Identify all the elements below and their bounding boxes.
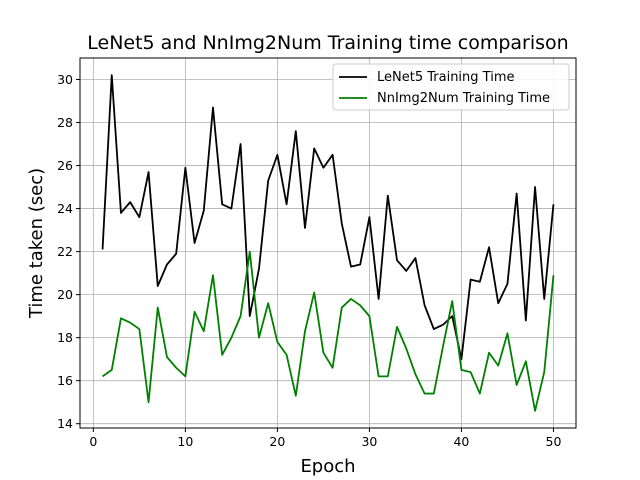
legend-box (332, 63, 570, 111)
y-tick-label: 18 (57, 330, 73, 345)
x-axis-label: Epoch (300, 456, 355, 477)
y-tick-label: 24 (57, 201, 73, 216)
plot-frame (79, 57, 577, 429)
y-tick-label: 16 (57, 373, 73, 388)
series-line-nnimg2num (102, 250, 555, 412)
y-axis-label: Time taken (sec) (26, 168, 47, 319)
series-layer (101, 74, 555, 412)
x-tick-label: 40 (453, 434, 469, 449)
y-tick-label: 20 (57, 287, 73, 302)
x-tick-label: 50 (546, 434, 562, 449)
legend: LeNet5 Training Time NnImg2Num Training … (332, 63, 570, 111)
legend-label-lenet5: LeNet5 Training Time (377, 70, 514, 85)
series-line-lenet5 (101, 74, 555, 361)
y-tick-label: 22 (57, 244, 73, 259)
x-tick-label: 30 (361, 434, 377, 449)
x-tick-label: 0 (89, 434, 97, 449)
y-axis: 14 16 18 20 22 24 26 28 30 (57, 72, 80, 431)
y-tick-label: 30 (57, 72, 73, 87)
chart-title: LeNet5 and NnImg2Num Training time compa… (87, 32, 568, 54)
x-tick-label: 10 (177, 434, 193, 449)
y-tick-label: 28 (57, 115, 73, 130)
x-tick-label: 20 (269, 434, 285, 449)
legend-label-nnimg2num: NnImg2Num Training Time (377, 91, 550, 106)
grid-lines (80, 58, 576, 428)
x-axis: 0 10 20 30 40 50 (89, 428, 561, 449)
y-tick-label: 14 (57, 416, 73, 431)
y-tick-label: 26 (57, 158, 73, 173)
